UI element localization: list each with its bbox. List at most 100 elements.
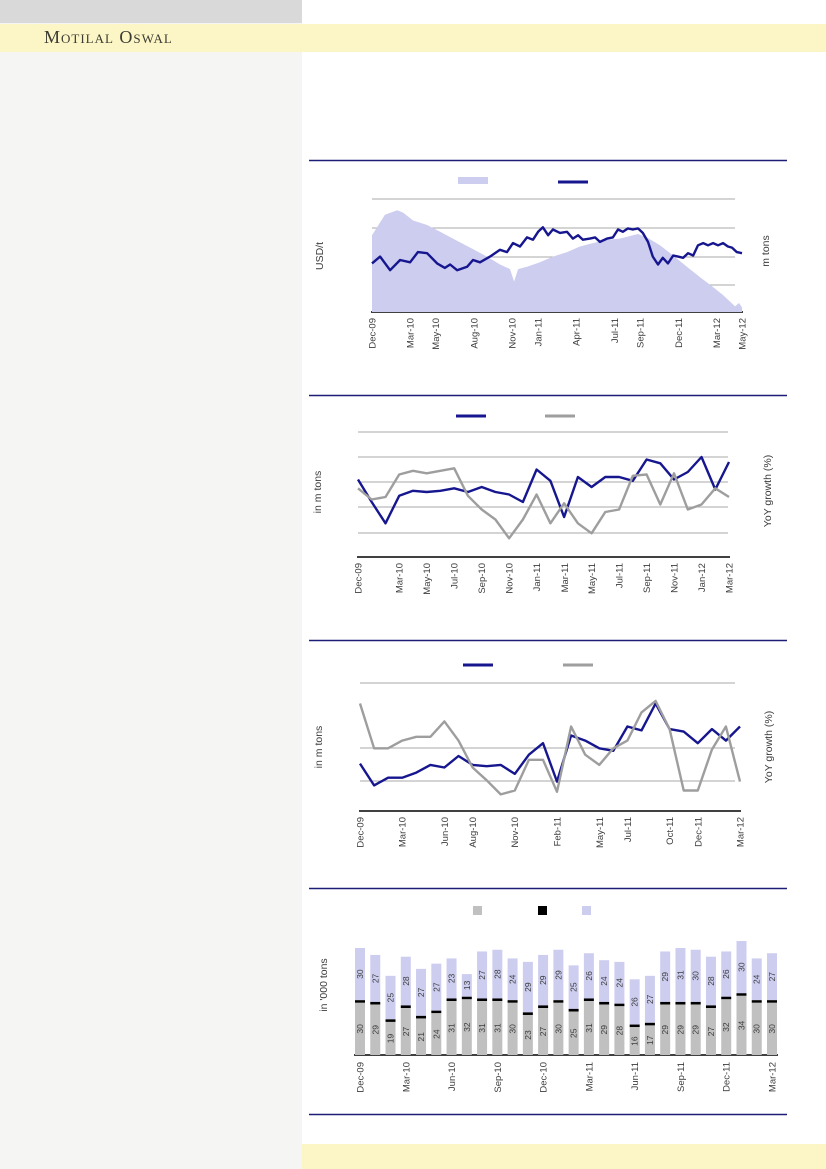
bar-value-label-gray: 31 <box>584 1023 594 1033</box>
bar-value-label-lavender: 23 <box>447 973 457 983</box>
bar-segment-lavender <box>690 949 701 1002</box>
price-line <box>371 226 743 272</box>
bar-segment-black <box>370 1001 381 1005</box>
bar-segment-lavender <box>568 965 579 1009</box>
bar-segment-gray <box>507 1002 518 1055</box>
bar-value-label-gray: 23 <box>523 1030 533 1040</box>
x-tick-label: Feb-11 <box>553 817 564 846</box>
bar-value-label-lavender: 27 <box>431 982 441 992</box>
bar-value-label-gray: 31 <box>492 1023 502 1033</box>
bar-segment-lavender <box>767 953 777 1001</box>
navy-line <box>356 455 731 525</box>
bar-segment-gray <box>553 1002 564 1055</box>
bar-value-label-lavender: 29 <box>523 982 533 992</box>
bar-value-label-lavender: 13 <box>462 980 472 990</box>
bar-segment-gray <box>538 1008 549 1055</box>
bar-segment-black <box>690 1001 701 1005</box>
x-tick-label: Mar-12 <box>768 1062 779 1092</box>
bar-value-label-gray: 16 <box>630 1036 640 1046</box>
bar-value-label-gray: 31 <box>477 1023 487 1033</box>
x-tick-label: Jul-11 <box>623 817 634 842</box>
bar-segment-black <box>675 1001 686 1005</box>
bar-value-label-gray: 24 <box>431 1029 441 1039</box>
bar-segment-black <box>385 1019 396 1022</box>
bar-segment-black <box>477 998 488 1002</box>
bar-segment-gray <box>568 1011 579 1055</box>
x-tick-label: Mar-10 <box>406 318 417 348</box>
bar-segment-black <box>507 1000 518 1003</box>
x-tick-label: Mar-11 <box>584 1062 595 1091</box>
x-tick-label: Sep-11 <box>642 563 653 593</box>
x-tick-label: Dec-09 <box>354 563 365 594</box>
x-tick-label: Sep-11 <box>676 1062 687 1092</box>
bar-segment-gray <box>751 1002 762 1055</box>
legend-square-swatch <box>538 906 547 915</box>
bar-segment-lavender <box>705 956 716 1006</box>
bar-segment-gray <box>629 1027 640 1055</box>
bar-segment-black <box>431 1010 442 1014</box>
x-tick-label: Dec-10 <box>539 1062 550 1093</box>
bar-segment-lavender <box>736 941 747 994</box>
bar-value-label-lavender: 29 <box>553 970 563 980</box>
bar-segment-black <box>721 996 732 1000</box>
x-tick-label: Nov-10 <box>510 817 521 848</box>
bar-segment-gray <box>431 1013 442 1055</box>
bar-segment-gray <box>583 1001 594 1055</box>
bar-segment-gray <box>477 1001 488 1055</box>
x-tick-label: Jul-10 <box>450 563 461 589</box>
bar-segment-lavender <box>538 954 549 1006</box>
bar-segment-gray <box>721 999 732 1055</box>
x-tick-label: Dec-09 <box>356 817 367 848</box>
bar-segment-black <box>446 998 457 1002</box>
y-axis-label-left: in m tons <box>313 726 325 769</box>
bar-segment-black <box>751 1000 762 1003</box>
bar-segment-black <box>492 998 503 1002</box>
bar-value-label-lavender: 30 <box>355 969 365 979</box>
bar-value-label-gray: 21 <box>416 1032 426 1042</box>
bar-segment-lavender <box>400 956 411 1006</box>
bar-value-label-gray: 27 <box>401 1027 411 1037</box>
x-tick-label: May-10 <box>431 318 442 350</box>
bar-segment-black <box>522 1012 533 1015</box>
brand-banner: Motilal Oswal <box>0 24 826 52</box>
y-axis-label-right: YoY growth (%) <box>762 455 774 527</box>
legend-square-swatch <box>473 906 482 915</box>
bar-segment-lavender <box>461 974 472 997</box>
bar-segment-lavender <box>675 947 686 1002</box>
bar-value-label-lavender: 29 <box>660 972 670 982</box>
bar-segment-black <box>583 998 594 1002</box>
bar-value-label-gray: 29 <box>675 1025 685 1035</box>
bar-segment-lavender <box>522 961 533 1013</box>
bar-segment-black <box>705 1005 716 1009</box>
bar-value-label-gray: 19 <box>386 1033 396 1043</box>
y-axis-label-left: in '000 tons <box>318 958 330 1011</box>
bar-segment-black <box>736 993 747 996</box>
bar-segment-lavender <box>416 968 427 1016</box>
x-tick-label: Sep-11 <box>635 318 646 348</box>
bar-value-label-lavender: 27 <box>370 973 380 983</box>
bar-value-label-lavender: 30 <box>736 962 746 972</box>
chart-1-area: USD/t m tons Dec-09 Mar-10 May-10 Aug-10 Nov-1… <box>309 159 787 350</box>
x-tick-label: Sep-10 <box>477 563 488 594</box>
bar-segment-gray <box>446 1001 457 1055</box>
bar-segment-gray <box>400 1008 411 1055</box>
x-tick-label: Mar-12 <box>712 318 723 348</box>
bar-value-label-lavender: 26 <box>584 971 594 981</box>
bar-value-label-gray: 25 <box>569 1028 579 1038</box>
left-margin-panel <box>0 0 302 1169</box>
x-tick-label: Jun-11 <box>630 1062 641 1090</box>
navy-line <box>358 702 741 787</box>
bar-value-label-gray: 27 <box>706 1027 716 1037</box>
bar-segment-black <box>416 1015 427 1019</box>
bar-segment-lavender <box>751 958 762 1001</box>
x-tick-label: Jan-11 <box>532 563 543 591</box>
bar-segment-black <box>538 1005 549 1009</box>
bar-segment-gray <box>522 1014 533 1055</box>
bar-segment-gray <box>690 1004 701 1055</box>
gray-line <box>357 467 730 540</box>
x-tick-label: Jun-10 <box>447 1062 458 1091</box>
x-tick-label: Mar-10 <box>395 563 406 593</box>
x-tick-label: May-11 <box>595 817 606 848</box>
bar-segment-gray <box>767 1002 777 1055</box>
